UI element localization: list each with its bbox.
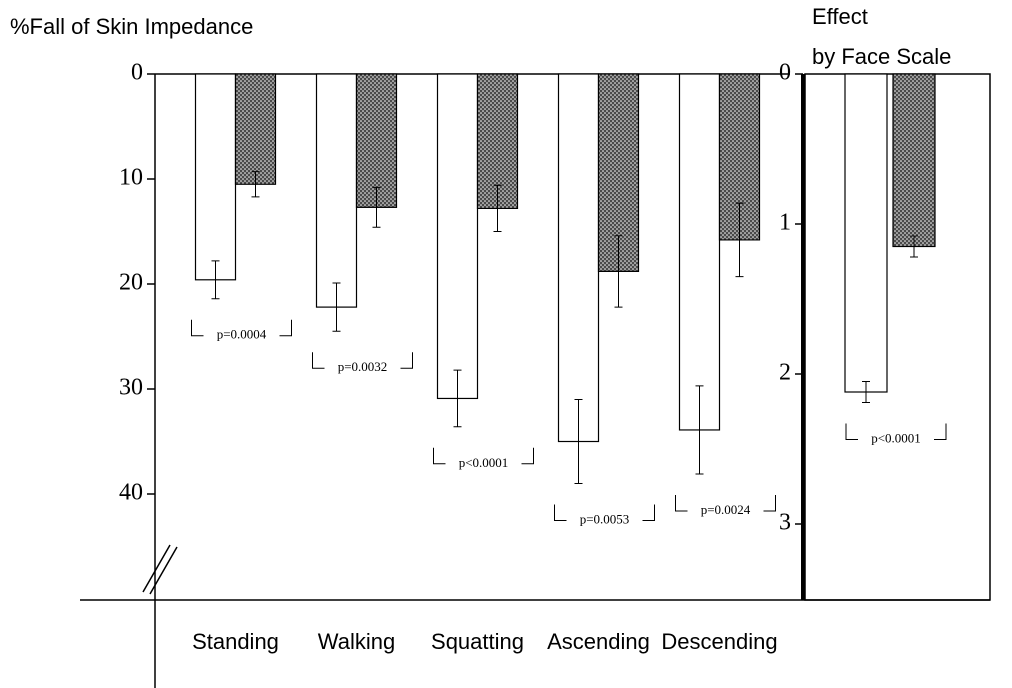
y-tick-label: 30 — [119, 375, 143, 401]
significance-bracket — [675, 495, 776, 512]
bar — [315, 73, 358, 308]
y-tick-label: 10 — [119, 165, 143, 191]
x-tick-label: Squatting — [431, 629, 524, 654]
significance-bracket — [554, 504, 655, 521]
significance-bracket — [845, 423, 947, 440]
significance-bracket — [191, 319, 292, 337]
x-tick-label: Ascending — [547, 629, 650, 654]
y-tick-label: 0 — [779, 60, 791, 86]
bar — [678, 73, 721, 431]
error-bar — [372, 186, 381, 228]
y-tick-label: 1 — [779, 210, 791, 236]
p-value: p=0.0004 — [217, 327, 267, 342]
x-tick-label: Walking — [318, 629, 395, 654]
y-tick-label: 2 — [779, 360, 791, 386]
bar — [355, 73, 398, 208]
error-bar — [910, 235, 918, 258]
y-tick-label: 0 — [131, 60, 143, 86]
bar — [557, 73, 600, 443]
error-bar — [862, 381, 870, 403]
bar — [234, 73, 277, 185]
error-bar — [735, 202, 744, 278]
error-bar — [332, 282, 341, 332]
panel-title: by Face Scale — [812, 44, 951, 69]
y-tick-label: 20 — [119, 270, 143, 296]
bar — [892, 73, 936, 248]
bar — [194, 73, 237, 281]
error-bar — [211, 260, 220, 300]
p-value: p<0.0001 — [459, 455, 509, 470]
significance-bracket — [312, 352, 413, 369]
axis-break — [142, 544, 171, 593]
error-bar — [251, 171, 260, 198]
error-bar — [453, 369, 462, 428]
p-value: p=0.0032 — [338, 359, 388, 374]
p-value: p<0.0001 — [871, 430, 921, 445]
p-value: p=0.0024 — [701, 502, 751, 517]
error-bar — [493, 184, 502, 232]
error-bar — [574, 399, 583, 484]
p-value: p=0.0053 — [580, 511, 630, 526]
axis-break — [149, 546, 178, 595]
significance-bracket — [433, 447, 534, 465]
x-tick-label: Descending — [661, 629, 777, 654]
error-bar — [614, 235, 623, 308]
error-bar — [695, 385, 704, 475]
y-axis-title: %Fall of Skin Impedance — [10, 14, 253, 39]
x-tick-label: Standing — [192, 629, 279, 654]
bar — [436, 73, 479, 400]
y-tick-label: 3 — [779, 510, 791, 536]
y-tick-label: 40 — [119, 480, 143, 506]
panel-title: Effect — [812, 4, 868, 29]
bar — [844, 73, 888, 393]
